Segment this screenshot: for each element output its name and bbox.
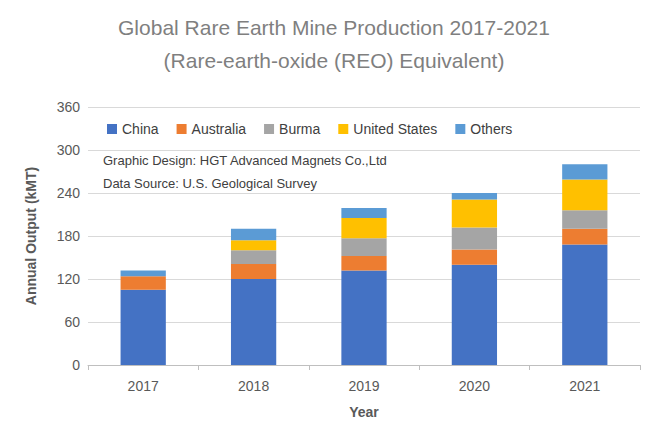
svg-text:2018: 2018 (238, 378, 269, 394)
svg-text:0: 0 (72, 357, 80, 373)
svg-text:(Rare-earth-oxide (REO) Equiva: (Rare-earth-oxide (REO) Equivalent) (164, 49, 505, 72)
svg-text:240: 240 (57, 185, 81, 201)
svg-text:Year: Year (349, 404, 379, 420)
svg-text:300: 300 (57, 142, 81, 158)
svg-text:Data Source: U.S. Geological S: Data Source: U.S. Geological Survey (103, 176, 317, 191)
svg-text:60: 60 (64, 314, 80, 330)
svg-text:2019: 2019 (348, 378, 379, 394)
svg-text:Graphic Design: HGT Advanced M: Graphic Design: HGT Advanced Magnets Co.… (103, 153, 387, 168)
svg-text:180: 180 (57, 228, 81, 244)
svg-text:2017: 2017 (128, 378, 159, 394)
svg-text:Annual Output (kMT): Annual Output (kMT) (23, 167, 39, 305)
svg-text:Global Rare Earth Mine Product: Global Rare Earth Mine Production 2017-2… (118, 16, 550, 39)
svg-text:2021: 2021 (569, 378, 600, 394)
svg-text:Burma: Burma (279, 121, 320, 137)
svg-text:360: 360 (57, 99, 81, 115)
svg-text:Australia: Australia (192, 121, 247, 137)
svg-text:120: 120 (57, 271, 81, 287)
svg-text:2020: 2020 (459, 378, 490, 394)
svg-text:China: China (122, 121, 159, 137)
svg-text:Others: Others (470, 121, 512, 137)
svg-text:United States: United States (353, 121, 437, 137)
